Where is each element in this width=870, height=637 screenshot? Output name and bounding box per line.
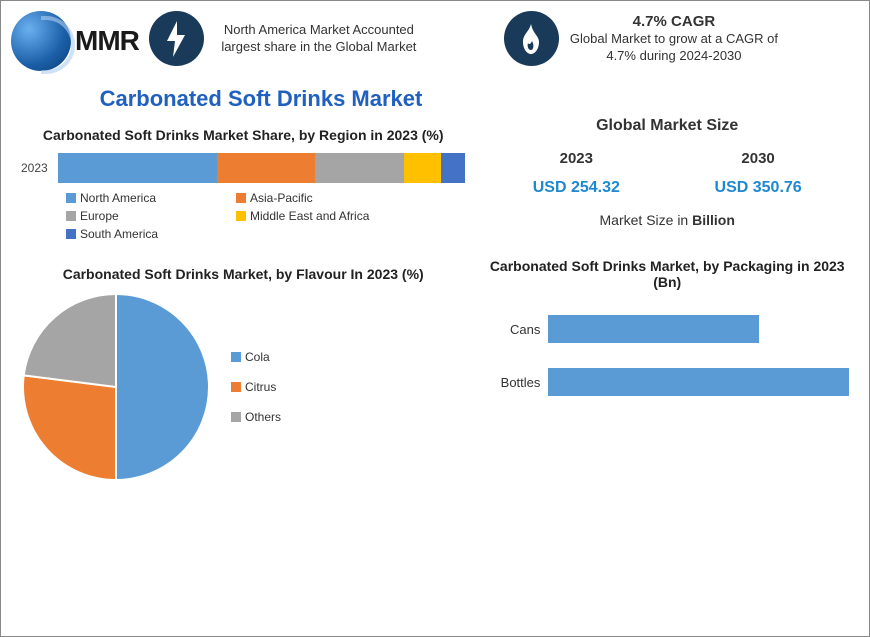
flame-icon xyxy=(504,11,559,66)
legend-label: Asia-Pacific xyxy=(250,191,313,205)
right-column: Global Market Size 2023 USD 254.32 2030 USD… xyxy=(485,117,849,482)
gms-note-prefix: Market Size in xyxy=(600,212,693,228)
page-title: Carbonated Soft Drinks Market xyxy=(61,86,461,112)
hbar-fill xyxy=(548,315,758,343)
legend-label: Middle East and Africa xyxy=(250,209,369,223)
legend-swatch xyxy=(231,352,241,362)
legend-label: North America xyxy=(80,191,156,205)
logo-text: MMR xyxy=(75,25,139,57)
pie-slice xyxy=(23,375,116,480)
legend-swatch xyxy=(66,229,76,239)
stat-north-america: North America Market Accounted largest s… xyxy=(149,11,494,66)
gms-note: Market Size in Billion xyxy=(485,212,849,228)
legend-swatch xyxy=(231,412,241,422)
pie-slice xyxy=(116,294,209,480)
region-segment xyxy=(315,153,405,183)
gms-note-bold: Billion xyxy=(692,212,735,228)
hbar-row: Cans xyxy=(485,315,849,343)
legend-item: Middle East and Africa xyxy=(236,209,386,223)
logo: MMR xyxy=(11,11,139,71)
flavour-pie xyxy=(21,292,211,482)
legend-label: Cola xyxy=(245,350,270,364)
global-market-size: Global Market Size 2023 USD 254.32 2030 USD… xyxy=(485,117,849,228)
hbar-row: Bottles xyxy=(485,368,849,396)
bolt-icon xyxy=(149,11,204,66)
left-column: Carbonated Soft Drinks Market Share, by … xyxy=(21,117,465,482)
stacked-bar-track xyxy=(58,153,466,183)
legend-item: South America xyxy=(66,227,216,241)
hbar-fill xyxy=(548,368,849,396)
region-segment xyxy=(404,153,441,183)
gms-column: 2030 USD 350.76 xyxy=(715,150,802,197)
legend-item: Citrus xyxy=(231,380,311,394)
legend-label: Others xyxy=(245,410,281,424)
legend-item: Cola xyxy=(231,350,311,364)
legend-label: Citrus xyxy=(245,380,276,394)
content-grid: Carbonated Soft Drinks Market Share, by … xyxy=(1,117,869,482)
hbar-track xyxy=(548,315,849,343)
region-segment xyxy=(217,153,315,183)
region-legend: North America Asia-Pacific Europe Middle Ea… xyxy=(66,191,465,241)
legend-item: North America xyxy=(66,191,216,205)
packaging-chart-title: Carbonated Soft Drinks Market, by Packag… xyxy=(485,258,849,290)
gms-year: 2030 xyxy=(715,150,802,167)
flavour-legend: Cola Citrus Others xyxy=(231,334,311,440)
gms-year: 2023 xyxy=(533,150,620,167)
legend-label: South America xyxy=(80,227,158,241)
legend-item: Europe xyxy=(66,209,216,223)
legend-swatch xyxy=(231,382,241,392)
gms-value: USD 254.32 xyxy=(533,179,620,197)
legend-swatch xyxy=(236,211,246,221)
gms-title: Global Market Size xyxy=(485,117,849,135)
legend-item: Asia-Pacific xyxy=(236,191,386,205)
legend-item: Others xyxy=(231,410,311,424)
region-segment xyxy=(441,153,465,183)
stat2-text: 4.7% CAGR Global Market to grow at a CAG… xyxy=(569,12,779,65)
region-chart-title: Carbonated Soft Drinks Market Share, by … xyxy=(21,127,465,143)
legend-label: Europe xyxy=(80,209,119,223)
hbar-label: Cans xyxy=(485,322,540,337)
legend-swatch xyxy=(66,193,76,203)
cagr-desc: Global Market to grow at a CAGR of 4.7% … xyxy=(570,31,778,63)
pie-slice xyxy=(24,294,116,387)
legend-swatch xyxy=(236,193,246,203)
region-year-label: 2023 xyxy=(21,161,48,175)
stat1-text: North America Market Accounted largest s… xyxy=(214,22,424,56)
legend-swatch xyxy=(66,211,76,221)
packaging-bar-chart: Cans Bottles xyxy=(485,315,849,396)
region-segment xyxy=(58,153,217,183)
stat-cagr: 4.7% CAGR Global Market to grow at a CAG… xyxy=(504,11,849,66)
gms-value: USD 350.76 xyxy=(715,179,802,197)
flavour-chart-title: Carbonated Soft Drinks Market, by Flavou… xyxy=(21,266,465,282)
hbar-label: Bottles xyxy=(485,375,540,390)
hbar-track xyxy=(548,368,849,396)
flavour-pie-section: Cola Citrus Others xyxy=(21,292,465,482)
globe-icon xyxy=(11,11,71,71)
header-row: MMR North America Market Accounted large… xyxy=(1,1,869,71)
gms-row: 2023 USD 254.32 2030 USD 350.76 xyxy=(485,150,849,197)
cagr-highlight: 4.7% CAGR xyxy=(569,12,779,32)
gms-column: 2023 USD 254.32 xyxy=(533,150,620,197)
region-stacked-bar: 2023 xyxy=(21,153,465,183)
